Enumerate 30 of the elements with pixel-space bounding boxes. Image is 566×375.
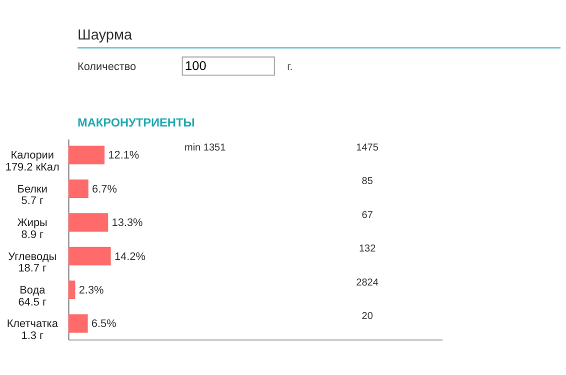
data-label: 6.5%: [91, 318, 117, 330]
annotation: 67: [362, 210, 374, 221]
bar: [68, 213, 108, 232]
annotation: min 1351: [184, 142, 226, 154]
chart-title: Шаурма: [77, 28, 134, 44]
bar: [68, 246, 111, 266]
annotation: 1475: [356, 142, 379, 154]
annotation: 2824: [356, 277, 379, 288]
text: МАКРОНУТРИЕНТЫ: [77, 115, 195, 130]
y-tick-label: Клетчатка 1.3 г: [6, 318, 59, 342]
text: 100: [185, 58, 206, 73]
bar: [68, 179, 88, 198]
data-label: 13.3%: [112, 217, 144, 230]
data-label: 2.3%: [78, 284, 104, 296]
text: г.: [287, 60, 293, 73]
bar: [68, 314, 88, 333]
bar: [68, 146, 105, 164]
y-tick-label: Жиры 8.9 г: [17, 217, 48, 241]
data-label: 14.2%: [114, 250, 146, 263]
text: Количество: [77, 60, 136, 73]
data-label: 6.7%: [92, 183, 118, 196]
y-tick-label: Белки 5.7 г: [17, 183, 48, 208]
annotation: 20: [362, 310, 374, 322]
y-tick-label: Вода 64.5 г: [18, 284, 47, 308]
y-tick-label: Калории 179.2 кКал: [5, 150, 60, 174]
y-tick-label: Углеводы 18.7 г: [8, 250, 57, 275]
annotation: 132: [358, 244, 376, 255]
data-label: 12.1%: [108, 150, 140, 162]
annotation: 85: [362, 176, 374, 188]
bar: [68, 280, 76, 300]
